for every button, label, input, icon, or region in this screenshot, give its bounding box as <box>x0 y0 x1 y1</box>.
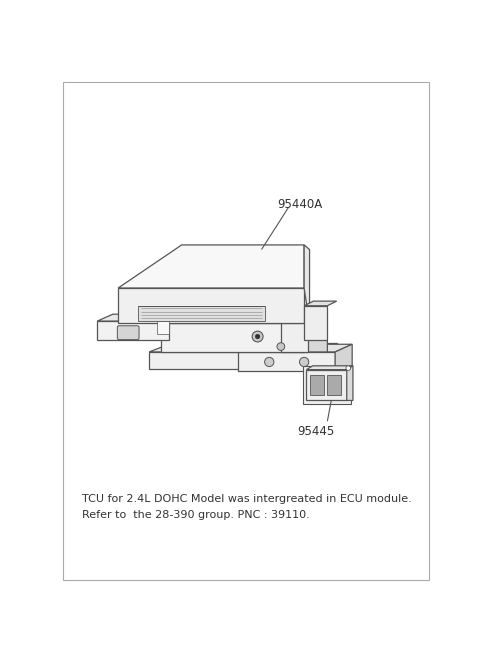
Circle shape <box>346 365 350 371</box>
Text: 95440A: 95440A <box>277 198 322 211</box>
Circle shape <box>252 331 263 342</box>
Polygon shape <box>316 343 337 369</box>
Polygon shape <box>238 345 352 352</box>
Bar <box>326 375 340 395</box>
Polygon shape <box>149 343 337 352</box>
Polygon shape <box>335 345 352 371</box>
Polygon shape <box>161 314 327 324</box>
Polygon shape <box>304 245 310 324</box>
Polygon shape <box>118 288 304 324</box>
Polygon shape <box>306 365 353 369</box>
Polygon shape <box>304 301 336 306</box>
Polygon shape <box>302 365 350 404</box>
Polygon shape <box>347 365 353 400</box>
Polygon shape <box>161 324 304 352</box>
Text: TCU for 2.4L DOHC Model was intergreated in ECU module.
Refer to  the 28-390 gro: TCU for 2.4L DOHC Model was intergreated… <box>82 495 411 520</box>
Circle shape <box>277 343 285 350</box>
Circle shape <box>264 358 274 367</box>
Bar <box>310 375 324 395</box>
Polygon shape <box>97 321 168 341</box>
Circle shape <box>255 334 260 339</box>
Polygon shape <box>149 352 316 369</box>
Polygon shape <box>137 306 265 321</box>
Circle shape <box>300 358 309 367</box>
Polygon shape <box>304 314 327 352</box>
Text: 95445: 95445 <box>297 425 335 438</box>
Polygon shape <box>304 306 327 341</box>
Polygon shape <box>97 314 184 321</box>
Polygon shape <box>118 245 304 288</box>
Polygon shape <box>306 369 347 400</box>
Polygon shape <box>238 352 335 371</box>
Polygon shape <box>157 321 168 334</box>
Polygon shape <box>281 324 308 352</box>
FancyBboxPatch shape <box>117 326 139 340</box>
